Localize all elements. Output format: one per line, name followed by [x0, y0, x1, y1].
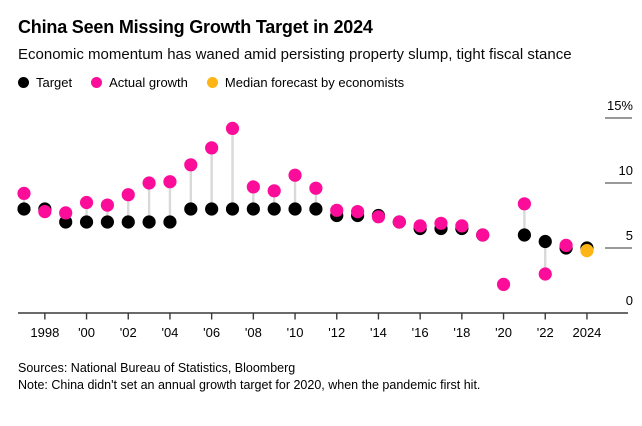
- dot-actual-2005: [184, 158, 198, 172]
- dot-actual-2010: [288, 168, 302, 182]
- dot-target-1997: [17, 202, 31, 216]
- dot-target-2008: [246, 202, 260, 216]
- y-tick-label: 0: [626, 293, 633, 308]
- chart-subtitle: Economic momentum has waned amid persist…: [18, 46, 572, 63]
- dot-actual-2019: [476, 228, 490, 242]
- dot-target-2003: [142, 215, 156, 229]
- dot-actual-2023: [559, 238, 573, 252]
- legend-item-median-forecast: Median forecast by economists: [206, 75, 405, 90]
- dot-actual-2007: [225, 121, 240, 135]
- dot-actual-2020: [496, 277, 511, 291]
- dot-actual-2017: [434, 216, 448, 230]
- dot-actual-2008: [246, 180, 260, 194]
- chart-canvas: 0 5 10 15% 1998 '00 '02 '04 '06 '08 '10 '12 '14 '16 '1…: [17, 98, 633, 340]
- median-forecast-dot-icon: [206, 77, 218, 88]
- dot-actual-2011: [309, 181, 323, 195]
- y-tick-label: 10: [619, 163, 633, 178]
- x-tick-label: '14: [370, 325, 387, 340]
- dot-actual-2000: [79, 195, 94, 210]
- x-tick-label: '16: [412, 325, 429, 340]
- dot-actual-2002: [121, 188, 135, 202]
- chart-footer: Sources: National Bureau of Statistics, …: [0, 360, 642, 394]
- chart-legend: Target Actual growth Median forecast by …: [0, 75, 642, 90]
- dot-target-2004: [163, 215, 177, 229]
- y-tick-label: 5: [626, 228, 633, 243]
- dot-target-2010: [288, 202, 302, 216]
- dot-forecast-2024: [580, 244, 594, 258]
- chart-title: China Seen Missing Growth Target in 2024: [18, 17, 373, 37]
- x-tick-label: '20: [495, 325, 512, 340]
- note-line: Note: China didn't set an annual growth …: [18, 378, 481, 392]
- dot-actual-2016: [413, 219, 427, 233]
- legend-label-median-forecast: Median forecast by economists: [224, 75, 405, 90]
- dot-actual-2009: [267, 184, 281, 198]
- sources-line: Sources: National Bureau of Statistics, …: [18, 361, 296, 375]
- dot-actual-2021: [517, 197, 532, 211]
- y-tick-label: 15%: [607, 98, 633, 113]
- dot-actual-2001: [100, 198, 114, 212]
- dot-actual-2013: [351, 205, 365, 219]
- x-tick-label: '04: [161, 325, 178, 340]
- dot-actual-2022: [538, 267, 552, 281]
- x-tick-label: 1998: [30, 325, 59, 340]
- legend-item-target: Target: [18, 75, 72, 90]
- dot-actual-2012: [330, 203, 344, 217]
- dot-actual-2004: [163, 175, 177, 189]
- dot-target-2007: [225, 202, 240, 216]
- dot-actual-2018: [455, 219, 469, 233]
- dot-target-2002: [121, 215, 135, 229]
- dot-actual-1999: [59, 206, 73, 220]
- dot-actual-1998: [38, 205, 52, 219]
- x-tick-label: '12: [328, 325, 345, 340]
- dot-actual-2006: [205, 141, 219, 155]
- dot-actual-2003: [142, 176, 156, 190]
- x-tick-label: '00: [78, 325, 95, 340]
- x-tick-label: '18: [453, 325, 470, 340]
- x-tick-label: '06: [203, 325, 220, 340]
- dot-target-2006: [205, 202, 219, 216]
- dot-target-2021: [517, 228, 532, 242]
- dot-target-1999: [59, 215, 73, 229]
- dot-target-2000: [79, 215, 94, 229]
- dot-actual-1997: [17, 186, 31, 200]
- dot-actual-2015: [392, 215, 406, 229]
- legend-label-target: Target: [36, 75, 73, 90]
- chart-header: China Seen Missing Growth Target in 2024…: [0, 0, 642, 65]
- dot-target-2001: [100, 215, 114, 229]
- target-dot-icon: [18, 77, 29, 88]
- dot-target-2022: [538, 234, 552, 249]
- x-tick-label: '02: [120, 325, 137, 340]
- x-tick-label: '10: [287, 325, 304, 340]
- x-tick-label: '08: [245, 325, 262, 340]
- dot-target-2005: [184, 202, 198, 216]
- actual-growth-dot-icon: [91, 77, 103, 88]
- plot-area: 0 5 10 15% 1998 '00 '02 '04 '06 '08 '10 '12 '14 '16 '1…: [0, 91, 642, 341]
- x-tick-label: 2024: [572, 325, 601, 340]
- dot-target-2009: [267, 202, 281, 216]
- x-tick-label: '22: [537, 325, 554, 340]
- dot-actual-2014: [371, 210, 386, 224]
- legend-item-actual-growth: Actual growth: [91, 75, 188, 90]
- legend-label-actual-growth: Actual growth: [109, 75, 188, 90]
- dot-target-2011: [309, 202, 323, 216]
